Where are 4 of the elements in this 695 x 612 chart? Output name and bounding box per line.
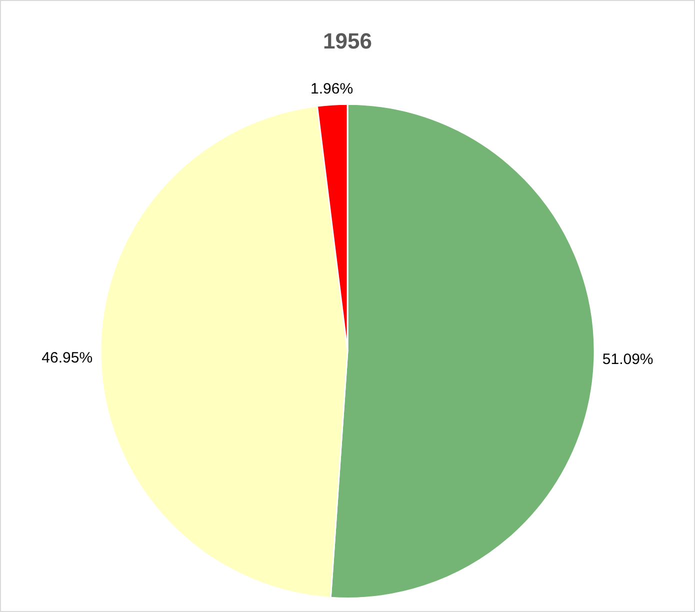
data-label: 46.95% [42, 349, 93, 366]
data-label: 51.09% [602, 351, 654, 368]
data-label: 1.96% [310, 80, 354, 98]
chart-title: 1956 [323, 28, 372, 54]
